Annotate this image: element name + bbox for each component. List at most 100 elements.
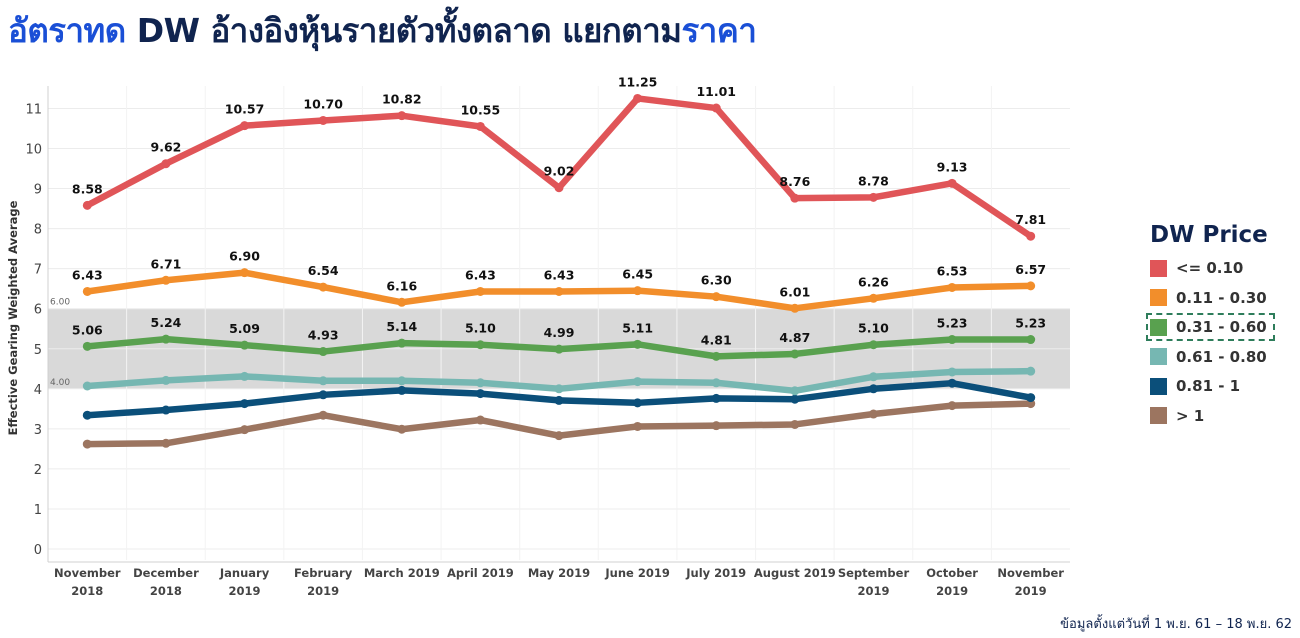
legend-item[interactable]: 0.31 - 0.60 [1146, 313, 1275, 341]
series-5 [82, 378, 1036, 420]
data-label: 5.11 [622, 320, 653, 335]
data-label: 4.87 [779, 330, 810, 345]
x-tick-label: 2018 [71, 584, 103, 598]
y-tick-label: 1 [34, 503, 42, 518]
legend-item[interactable]: 0.81 - 1 [1148, 374, 1273, 398]
data-label: 9.62 [151, 140, 182, 155]
data-point [633, 398, 643, 408]
data-label: 5.14 [386, 319, 417, 334]
data-label: 4.81 [701, 332, 732, 347]
y-tick-label: 2 [34, 463, 42, 478]
data-point [633, 286, 643, 296]
x-tick-label: June 2019 [604, 566, 669, 580]
data-label: 6.43 [465, 267, 496, 282]
y-tick-label: 10 [25, 143, 42, 158]
data-point [240, 340, 250, 350]
data-point [475, 121, 485, 131]
footnote: ข้อมูลตั้งแต่วันที่ 1 พ.ย. 61 – 18 พ.ย. … [1060, 617, 1292, 632]
data-label: 6.45 [622, 267, 653, 282]
data-point [318, 376, 328, 386]
data-label: 5.10 [858, 321, 889, 336]
series-2 [82, 268, 1036, 313]
legend-title: DW Price [1150, 222, 1268, 248]
data-label: 10.55 [461, 102, 501, 117]
data-point [397, 424, 407, 434]
data-point [1026, 335, 1036, 345]
y-tick-label: 8 [34, 223, 42, 238]
legend-label: 0.11 - 0.30 [1176, 288, 1267, 307]
y-tick-label: 6 [34, 303, 42, 318]
data-point [82, 381, 92, 391]
legend-label: > 1 [1176, 406, 1205, 425]
x-tick-label: 2019 [229, 584, 261, 598]
data-point [240, 121, 250, 131]
data-point [947, 367, 957, 377]
data-label: 6.53 [937, 263, 968, 278]
data-point [397, 385, 407, 395]
data-point [475, 378, 485, 388]
legend-swatch [1150, 377, 1167, 395]
x-tick-label: November [54, 566, 121, 580]
data-point [1026, 393, 1036, 403]
data-point [554, 183, 564, 193]
y-tick-label: 7 [34, 263, 42, 278]
y-tick-label: 11 [25, 102, 42, 117]
data-point [318, 347, 328, 357]
data-label: 11.01 [696, 84, 736, 99]
data-point [397, 338, 407, 348]
data-point [868, 192, 878, 202]
legend-swatch [1150, 289, 1167, 306]
data-label: 6.30 [701, 273, 732, 288]
data-point [161, 334, 171, 344]
data-label: 6.43 [72, 267, 103, 282]
data-label: 6.57 [1015, 262, 1046, 277]
data-point [475, 340, 485, 350]
data-point [711, 103, 721, 113]
data-point [711, 378, 721, 388]
x-tick-label: 2019 [1015, 584, 1047, 598]
data-point [240, 399, 250, 409]
data-point [318, 390, 328, 400]
data-point [161, 275, 171, 285]
data-point [318, 115, 328, 125]
data-point [633, 421, 643, 431]
data-point [633, 93, 643, 103]
data-point [947, 401, 957, 411]
legend-swatch [1150, 407, 1167, 424]
data-point [868, 372, 878, 382]
data-point [790, 193, 800, 203]
y-tick-label: 9 [34, 183, 42, 198]
y-tick-label: 0 [34, 543, 42, 558]
x-tick-label: 2018 [150, 584, 182, 598]
data-point [1026, 231, 1036, 241]
series-3 [82, 334, 1036, 361]
data-point [161, 159, 171, 169]
x-tick-label: August 2019 [754, 566, 836, 580]
data-point [947, 282, 957, 292]
data-label: 6.71 [151, 256, 182, 271]
data-label: 5.23 [937, 316, 968, 331]
legend-label: <= 0.10 [1176, 259, 1244, 277]
data-label: 6.16 [386, 278, 417, 293]
band-label-high: 6.00 [50, 298, 70, 308]
legend-label: 0.81 - 1 [1176, 377, 1241, 395]
legend-swatch [1150, 318, 1167, 336]
data-point [947, 335, 957, 345]
data-point [82, 410, 92, 420]
legend-item[interactable]: > 1 [1148, 404, 1273, 428]
legend-item[interactable]: 0.11 - 0.30 [1148, 286, 1273, 310]
legend: DW Price <= 0.10 0.11 - 0.30 0.31 - 0.60 0.… [1146, 222, 1275, 433]
data-point [554, 344, 564, 354]
y-tick-label: 4 [34, 383, 42, 398]
data-point [554, 384, 564, 394]
data-point [633, 339, 643, 349]
title-part-1: อัตราทด [8, 11, 126, 50]
data-label: 7.81 [1015, 212, 1046, 227]
data-point [397, 297, 407, 307]
data-label: 8.76 [779, 174, 810, 189]
legend-item[interactable]: <= 0.10 [1148, 256, 1273, 280]
data-point [1026, 281, 1036, 291]
x-tick-label: December [133, 566, 199, 580]
x-tick-label: 2019 [307, 584, 339, 598]
legend-item[interactable]: 0.61 - 0.80 [1148, 345, 1273, 369]
